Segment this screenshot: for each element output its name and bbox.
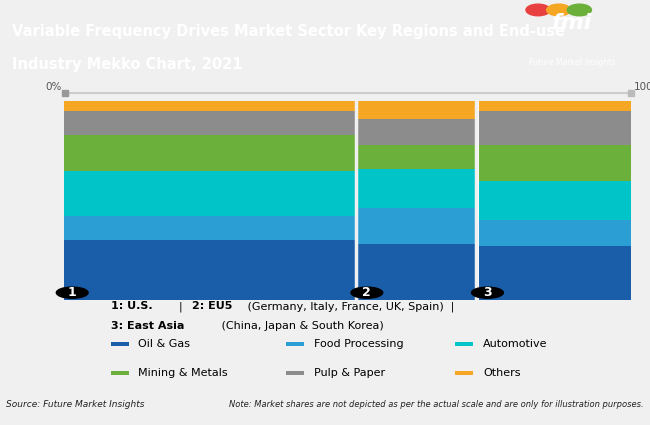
Bar <box>64 170 356 216</box>
Bar <box>358 208 476 244</box>
Text: Pulp & Paper: Pulp & Paper <box>314 368 385 378</box>
Bar <box>358 119 476 145</box>
Circle shape <box>472 287 503 298</box>
Bar <box>358 169 476 208</box>
Text: (China, Japan & South Korea): (China, Japan & South Korea) <box>218 321 384 331</box>
Bar <box>286 343 304 346</box>
Text: Others: Others <box>483 368 521 378</box>
Text: 2: EU5: 2: EU5 <box>192 301 232 312</box>
Bar <box>64 101 356 111</box>
Text: Oil & Gas: Oil & Gas <box>138 339 190 349</box>
Text: fmi: fmi <box>552 13 593 33</box>
Text: 2: 2 <box>363 286 371 299</box>
Circle shape <box>567 4 592 16</box>
Bar <box>64 111 356 135</box>
Bar <box>64 135 356 170</box>
Bar <box>358 101 476 119</box>
Text: Industry Mekko Chart, 2021: Industry Mekko Chart, 2021 <box>12 57 242 72</box>
Text: Future Market Insights: Future Market Insights <box>529 58 616 67</box>
Text: 1: 1 <box>68 286 77 299</box>
Text: Variable Frequency Drives Market Sector Key Regions and End-use: Variable Frequency Drives Market Sector … <box>12 24 565 39</box>
Bar <box>479 101 630 111</box>
Bar <box>64 216 356 240</box>
Bar <box>358 145 476 169</box>
Bar <box>479 111 630 145</box>
Text: 3: East Asia: 3: East Asia <box>111 321 184 331</box>
Text: 3: 3 <box>483 286 492 299</box>
Bar <box>455 371 473 375</box>
Text: 1: U.S.: 1: U.S. <box>111 301 152 312</box>
Bar <box>64 240 356 300</box>
Text: Mining & Metals: Mining & Metals <box>138 368 228 378</box>
Circle shape <box>351 287 383 298</box>
Text: Note: Market shares are not depicted as per the actual scale and are only for il: Note: Market shares are not depicted as … <box>229 400 644 409</box>
Bar <box>111 371 129 375</box>
Text: 100%: 100% <box>634 82 650 92</box>
Text: (Germany, Italy, France, UK, Spain)  |: (Germany, Italy, France, UK, Spain) | <box>244 301 454 312</box>
Bar <box>358 244 476 300</box>
Circle shape <box>526 4 550 16</box>
Bar <box>479 181 630 220</box>
Text: |: | <box>172 301 190 312</box>
Text: 0%: 0% <box>46 82 62 92</box>
Text: Source: Future Market Insights: Source: Future Market Insights <box>6 400 145 409</box>
Bar <box>479 145 630 181</box>
Bar <box>479 246 630 300</box>
Circle shape <box>57 287 88 298</box>
Bar <box>479 220 630 246</box>
Text: Food Processing: Food Processing <box>314 339 404 349</box>
Bar <box>455 343 473 346</box>
Text: Automotive: Automotive <box>483 339 547 349</box>
Circle shape <box>547 4 571 16</box>
Bar <box>286 371 304 375</box>
Bar <box>111 343 129 346</box>
